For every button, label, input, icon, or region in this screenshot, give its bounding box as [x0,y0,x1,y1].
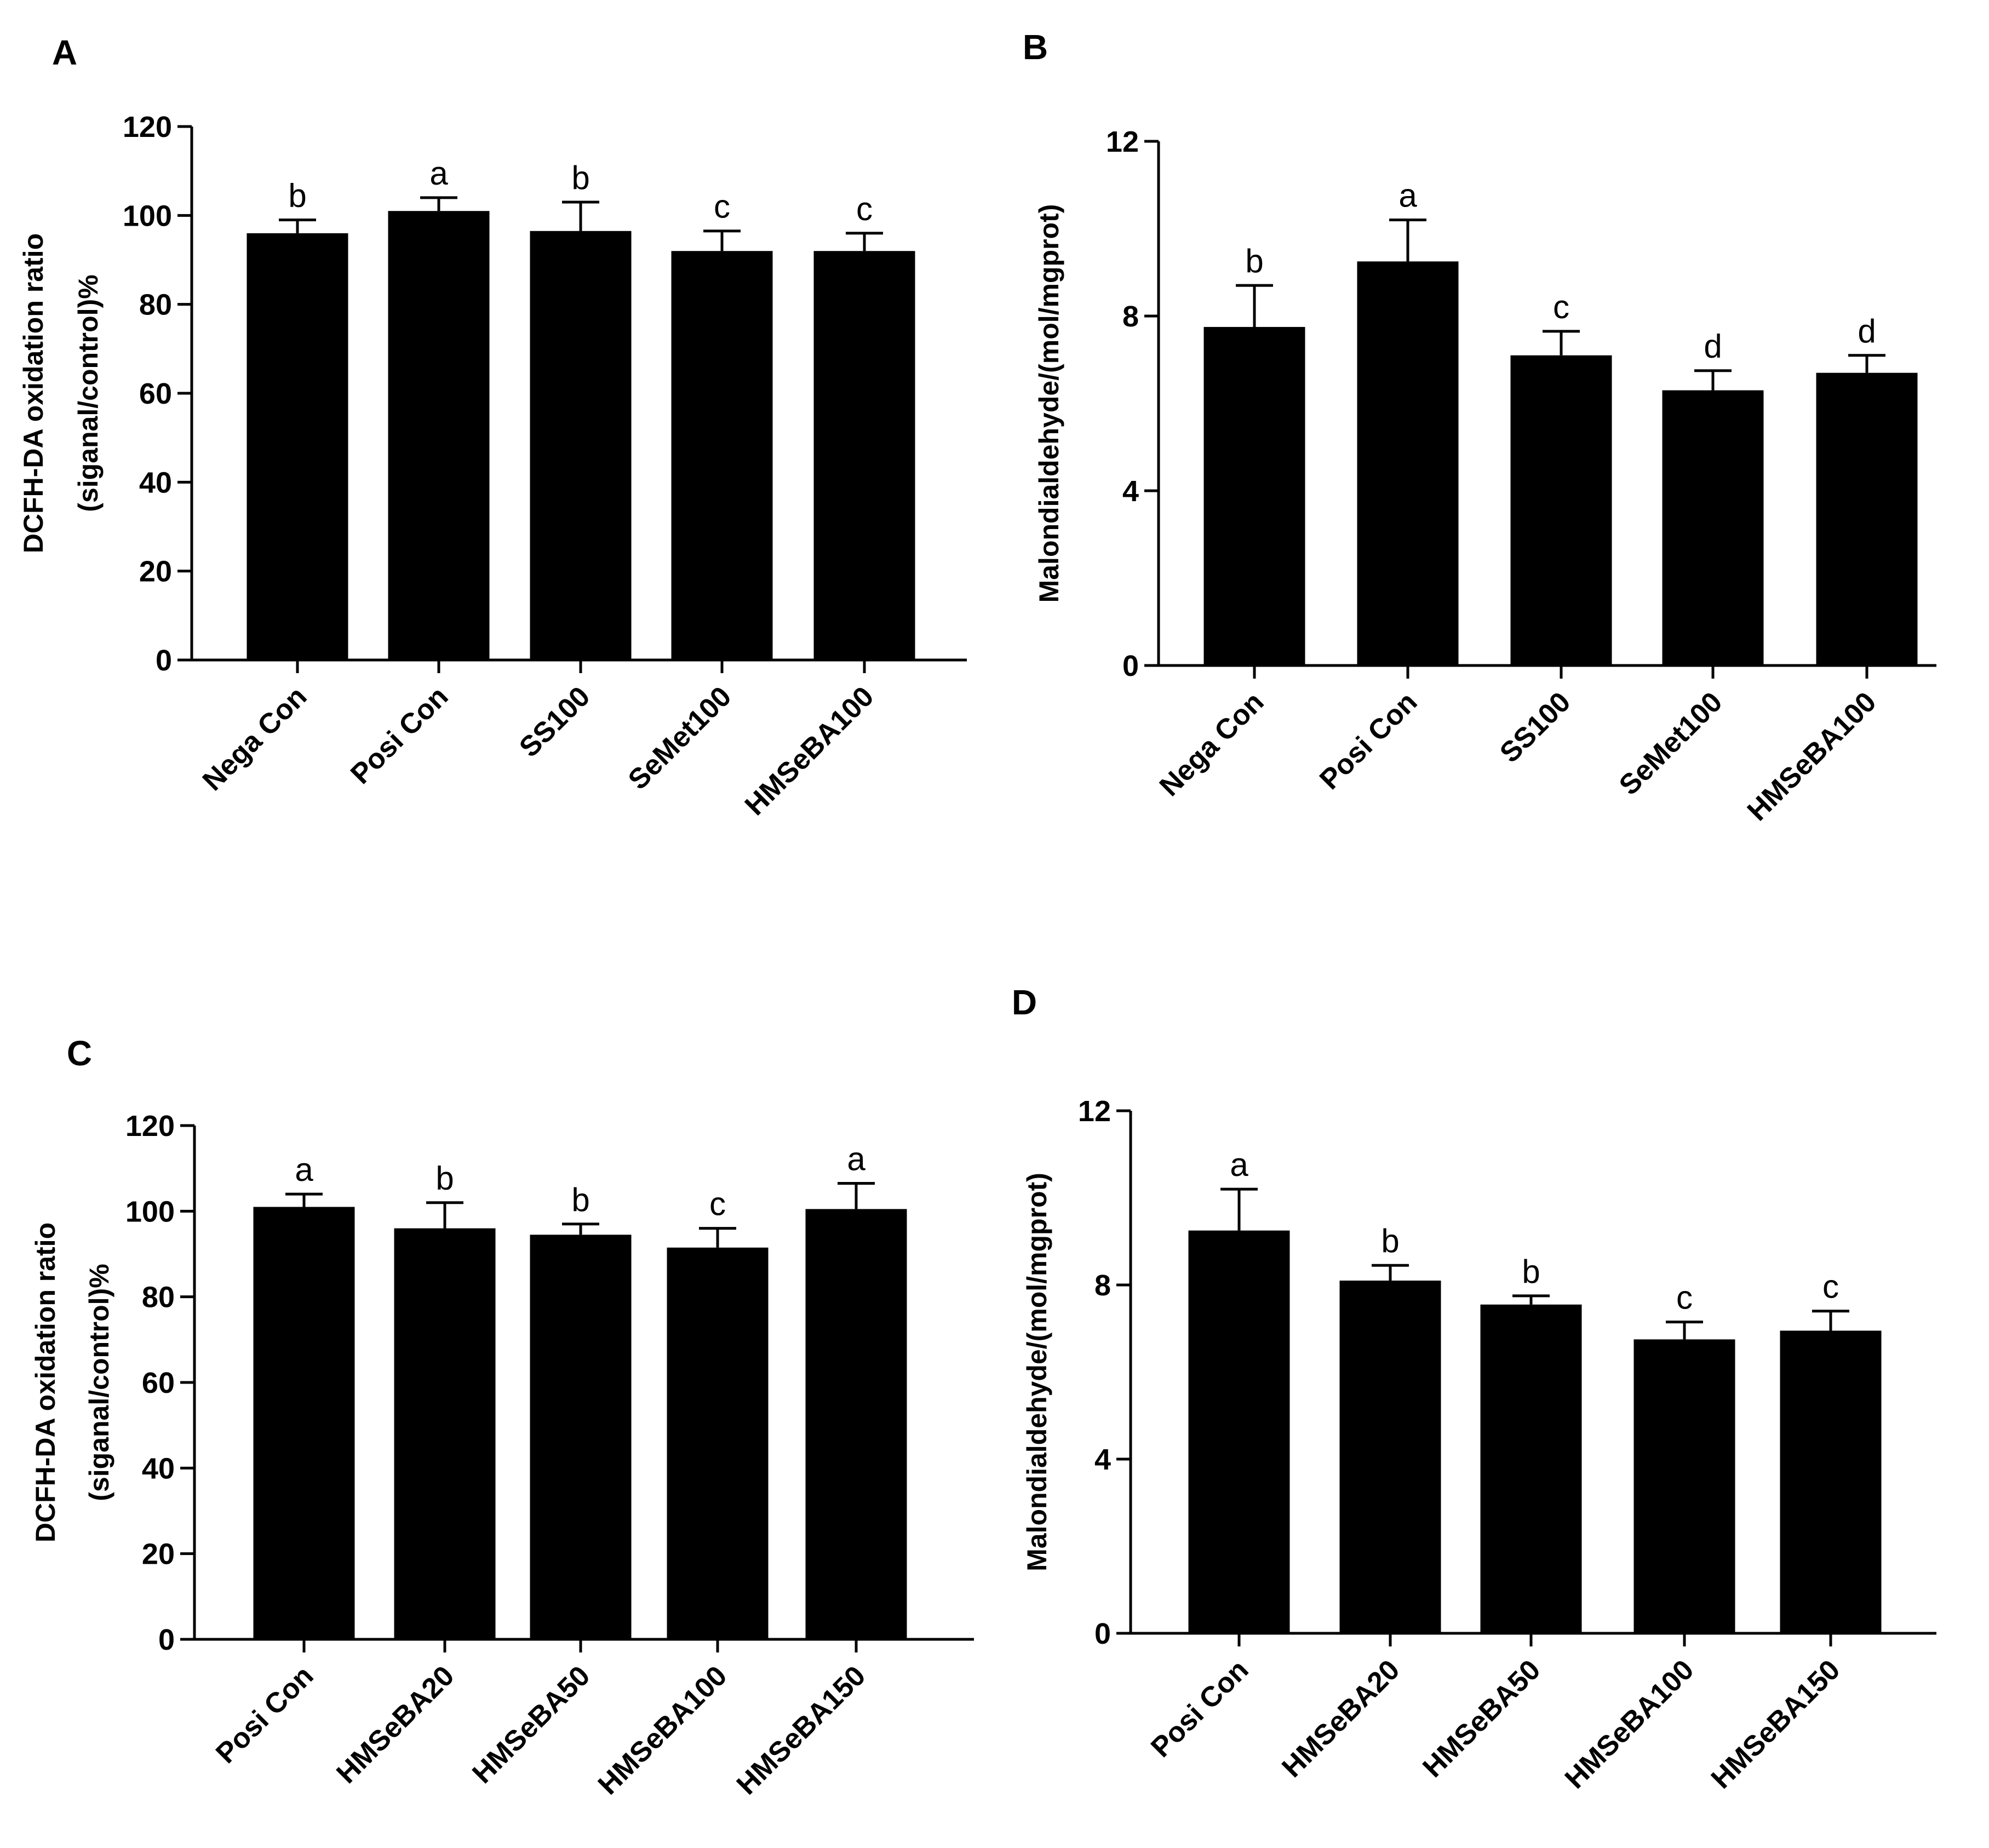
y-tick-label: 0 [1122,650,1139,682]
significance-label: c [856,191,873,227]
bar [667,1247,769,1639]
significance-label: c [709,1186,726,1223]
significance-label: c [1553,289,1569,325]
y-tick-label: 0 [156,644,172,677]
y-tick-label: 0 [158,1623,175,1656]
significance-label: b [1245,243,1263,279]
y-axis-title: (siganal/control)% [84,1264,114,1501]
bar [813,251,915,660]
significance-label: c [1822,1269,1839,1305]
significance-label: d [1704,328,1722,365]
significance-label: a [295,1151,313,1188]
bar [530,1235,632,1639]
significance-label: b [288,177,306,214]
panel-letter: A [52,33,77,72]
bar [1339,1281,1441,1633]
bar [530,231,632,660]
bar [1780,1330,1882,1633]
chart-panel-a: A 0 20 40 60 80 100 120 DCFH-DA oxidation ratio (… [18,33,967,822]
significance-label: a [847,1141,865,1178]
y-tick-label: 20 [142,1538,175,1571]
significance-label: b [1522,1253,1540,1290]
y-tick-label: 40 [139,466,172,499]
significance-label: a [1398,177,1417,214]
y-tick-label: 0 [1094,1617,1111,1650]
bar [1357,261,1459,665]
bar [388,211,490,660]
bar [805,1209,907,1639]
y-axis-title: Malondialdehyde/(mol/mgprot) [1034,204,1064,603]
significance-label: c [714,188,730,225]
y-tick-label: 4 [1094,1443,1111,1476]
significance-label: b [1381,1223,1399,1259]
bar [1480,1304,1582,1633]
y-tick-label: 8 [1094,1269,1111,1302]
y-tick-label: 20 [139,555,172,588]
y-tick-label: 12 [1106,125,1139,158]
panel-letter: C [67,1034,92,1073]
bar [1510,355,1612,665]
y-axis-title: Malondialdehyde/(mol/mgprot) [1022,1173,1052,1571]
bar [394,1228,496,1639]
y-tick-label: 60 [139,377,172,410]
y-tick-label: 12 [1078,1095,1111,1128]
bar [253,1207,355,1639]
y-tick-label: 4 [1122,475,1139,508]
y-tick-label: 8 [1122,300,1139,333]
y-tick-label: 100 [125,1195,175,1228]
y-axis-title: DCFH-DA oxidation ratio [30,1223,61,1542]
y-tick-label: 100 [123,199,172,232]
bar [671,251,773,660]
bar [1188,1230,1290,1633]
bar [1816,372,1918,665]
y-tick-label: 60 [142,1367,175,1399]
y-tick-label: 80 [142,1281,175,1314]
bar [1662,390,1764,665]
significance-label: b [571,159,589,196]
y-tick-label: 80 [139,289,172,322]
significance-label: d [1858,313,1876,349]
significance-label: a [1230,1146,1248,1183]
significance-label: b [571,1181,589,1218]
y-axis-title: (siganal/control)% [73,274,104,512]
bar [1633,1339,1735,1633]
significance-label: b [435,1160,454,1197]
y-tick-label: 40 [142,1452,175,1485]
y-tick-label: 120 [125,1110,175,1143]
panel-letter: D [1012,983,1037,1022]
y-axis-title: DCFH-DA oxidation ratio [18,233,49,553]
significance-label: a [429,155,448,192]
significance-label: c [1676,1279,1693,1316]
y-tick-label: 120 [123,111,172,144]
bar [1203,326,1305,665]
bar [247,233,348,660]
panel-letter: B [1023,27,1048,67]
